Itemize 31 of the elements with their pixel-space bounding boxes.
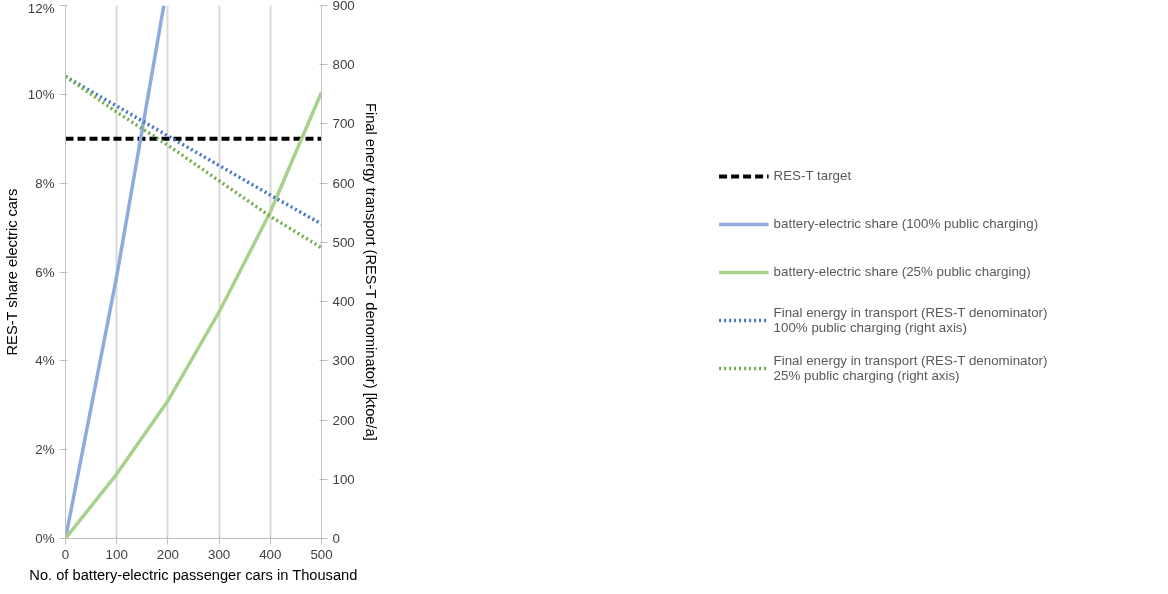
x-tick-label: 0 [61,546,70,562]
x-tick-label: 200 [156,546,180,562]
y2-tick-label: 300 [332,353,355,369]
y2-axis-title: Final energy transport (RES-T denominator) [ktoe/a] [362,102,379,441]
legend-label: Final energy in transport (RES-T denominator) 25% public charging (right axis) [773,352,1048,383]
y-tick-label: 8% [35,175,55,191]
y-tick-label: 0% [35,531,55,546]
legend-label: battery-electric share (25% public charging) [773,263,1031,281]
y2-tick-label: 500 [332,234,355,250]
x-tick-label: 400 [259,546,282,562]
y-tick-label: 2% [35,442,55,458]
y2-tick-label: 800 [332,57,355,73]
y2-tick-label: 0 [332,531,340,546]
y2-tick-label: 700 [332,116,355,132]
x-tick-label: 500 [310,546,333,562]
x-tick-label: 100 [105,546,128,562]
x-axis-title: No. of battery-electric passenger cars in Thousand [29,566,358,583]
y-tick-label: 6% [35,264,55,280]
legend-label: Final energy in transport (RES-T denominator) 100% public charging (right axis) [773,304,1048,335]
legend-label: RES-T target [773,167,852,185]
y2-tick-label: 400 [332,294,355,310]
y-tick-label: 4% [35,353,55,369]
y-axis-title: RES-T share electric cars [3,188,20,356]
y-tick-label: 12% [27,0,55,16]
y2-tick-label: 600 [332,175,355,191]
y2-tick-label: 100 [332,471,355,487]
y-tick-label: 10% [27,86,55,102]
y2-tick-label: 200 [332,412,355,428]
x-tick-label: 300 [207,546,231,562]
legend-label: battery-electric share (100% public charging) [773,215,1039,233]
y2-tick-label: 900 [332,0,355,13]
